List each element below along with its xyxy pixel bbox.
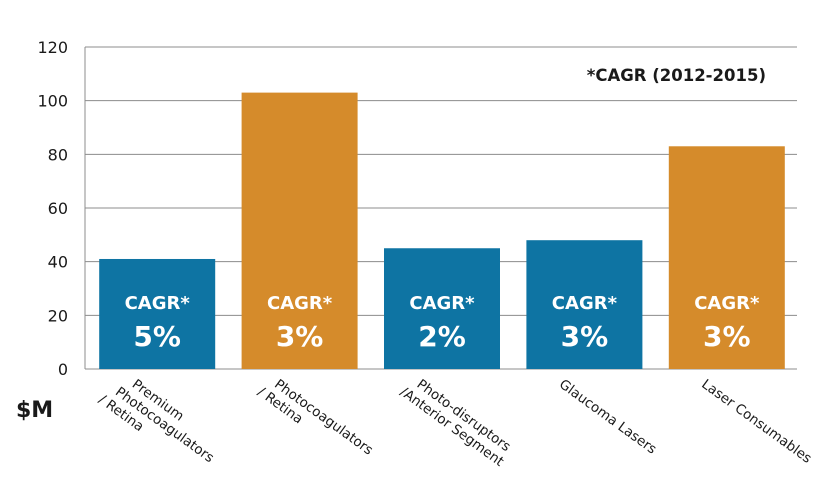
bar — [241, 92, 358, 369]
bar-label-prefix: CAGR* — [267, 293, 333, 314]
y-tick-label: 20 — [48, 306, 68, 325]
y-axis-ticks: 0 20 40 60 80 100 120 — [37, 38, 68, 379]
bar — [668, 146, 785, 369]
x-tick-label: Photo-disruptors/Anterior Segment — [397, 371, 516, 470]
bar — [384, 248, 500, 369]
bar — [99, 258, 216, 369]
x-tick-label: Photocoagulators/ Retina — [255, 371, 376, 471]
bar-label-prefix: CAGR* — [552, 293, 618, 314]
bar-label-prefix: CAGR* — [694, 293, 760, 314]
bar-label-value: 3% — [561, 320, 609, 353]
bar-label-prefix: CAGR* — [125, 293, 191, 314]
bar-label-value: 3% — [703, 320, 751, 353]
y-tick-label: 120 — [37, 38, 68, 57]
y-tick-label: 40 — [48, 253, 68, 272]
category-labels: PremiumPhotocoagulators/ Retina Photocoag… — [95, 366, 814, 479]
y-tick-label: 0 — [58, 360, 68, 379]
bar-label-value: 5% — [133, 320, 181, 353]
bar-label-value: 2% — [418, 320, 466, 353]
x-tick-label: Laser Consumables — [698, 376, 814, 466]
bar-label-prefix: CAGR* — [409, 293, 475, 314]
cagr-footnote: *CAGR (2012-2015) — [587, 66, 766, 85]
x-tick-label: Glaucoma Lasers — [556, 376, 659, 457]
bar-labels: CAGR* 5% CAGR* 3% CAGR* 2% CAGR* 3% CAGR* 3% — [125, 293, 760, 353]
y-axis-label: $M — [16, 398, 53, 423]
bars — [99, 92, 785, 369]
bar-label-value: 3% — [276, 320, 324, 353]
x-tick-label: PremiumPhotocoagulators/ Retina — [95, 366, 226, 479]
y-tick-label: 80 — [48, 145, 68, 164]
y-tick-label: 60 — [48, 199, 68, 218]
y-tick-label: 100 — [37, 92, 68, 111]
bar — [526, 240, 643, 369]
